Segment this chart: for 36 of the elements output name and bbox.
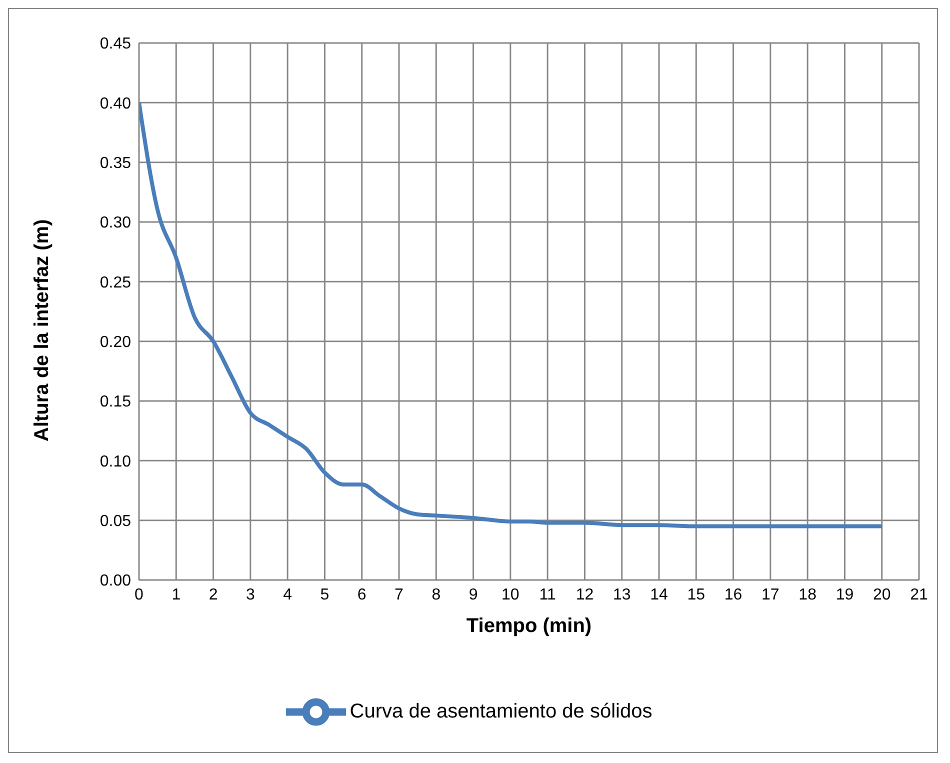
x-tick-label: 1	[172, 586, 181, 604]
x-tick-label: 3	[246, 586, 255, 604]
x-tick-label: 10	[502, 586, 520, 604]
y-tick-label: 0.20	[100, 334, 132, 352]
y-tick-label: 0.00	[100, 572, 132, 590]
x-tick-label: 2	[208, 586, 218, 604]
y-axis-title: Altura de la interfaz (m)	[31, 219, 54, 442]
x-tick-label: 14	[650, 586, 668, 604]
x-tick-label: 19	[836, 586, 854, 604]
x-axis-title: Tiempo (min)	[466, 615, 592, 637]
y-tick-label: 0.35	[100, 155, 132, 172]
x-tick-label: 15	[687, 586, 706, 604]
x-tick-label: 21	[910, 586, 928, 604]
y-tick-label: 0.25	[100, 274, 132, 292]
x-tick-label: 20	[872, 586, 891, 604]
line-series	[139, 100, 884, 528]
x-tick-label: 18	[798, 586, 817, 604]
legend-label: Curva de asentamiento de sólidos	[350, 700, 652, 722]
y-tick-label: 0.40	[100, 95, 132, 112]
x-tick-label: 12	[576, 586, 594, 604]
y-tick-label: 0.10	[100, 453, 132, 470]
x-tick-label: 0	[134, 586, 144, 604]
y-tick-label: 0.15	[100, 394, 132, 411]
x-tick-label: 17	[762, 586, 780, 604]
x-tick-label: 4	[283, 586, 292, 604]
x-tick-label: 5	[320, 586, 330, 604]
y-tick-label: 0.30	[100, 214, 132, 232]
y-tick-label: 0.05	[100, 513, 132, 530]
x-tick-label: 11	[539, 586, 556, 604]
x-tick-label: 7	[394, 586, 404, 604]
y-tick-label: 0.45	[100, 36, 132, 53]
x-tick-label: 13	[612, 586, 631, 604]
x-tick-label: 6	[357, 586, 366, 604]
x-tick-label: 9	[468, 586, 478, 604]
x-tick-label: 16	[724, 586, 742, 604]
x-tick-label: 8	[432, 586, 441, 604]
